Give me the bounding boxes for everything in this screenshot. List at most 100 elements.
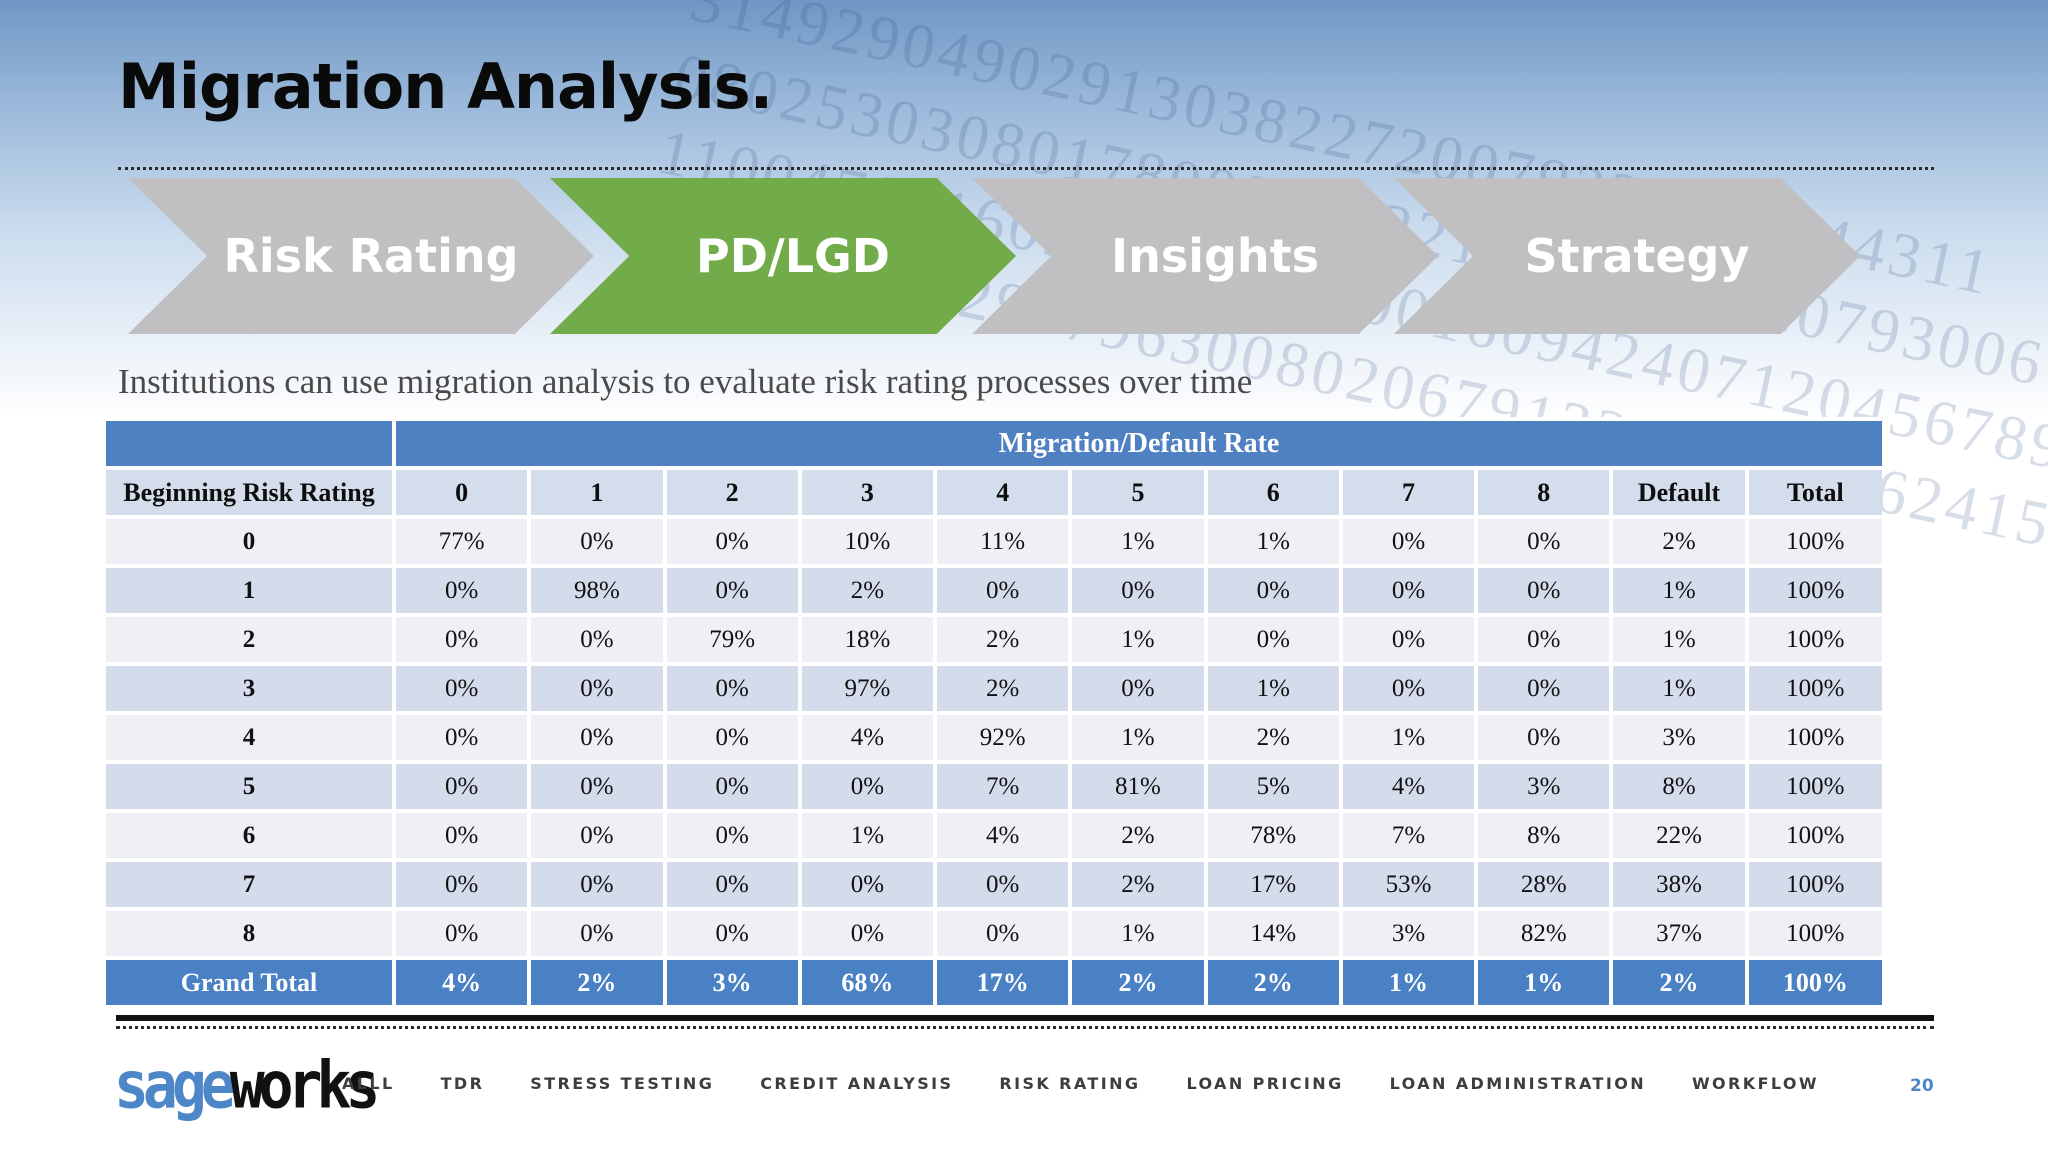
process-step-label: Insights (1110, 229, 1320, 283)
table-row: 6 0% 0% 0% 1% 4% 2% 78% 7% 8% 22% 100% (102, 809, 1882, 860)
grand-total-cell: 100% (1744, 956, 1882, 1005)
table-cell: 0% (1474, 711, 1613, 762)
table-cell: 0% (1338, 564, 1477, 615)
table-cell: 0% (1338, 613, 1477, 664)
grand-total-cell: 68% (797, 956, 936, 1005)
table-cell: 0% (527, 858, 665, 909)
grand-total-cell: 3% (662, 956, 800, 1005)
table-row: 2 0% 0% 79% 18% 2% 1% 0% 0% 0% 1% 100% (102, 613, 1882, 664)
table-cell: 0% (527, 907, 665, 958)
table-corner-cell (102, 417, 396, 468)
row-label: 3 (102, 662, 396, 713)
table-cell: 0% (797, 907, 936, 958)
table-cell: 81% (1068, 760, 1206, 811)
grand-total-cell: 1% (1474, 956, 1612, 1005)
footer-link-workflow[interactable]: WORKFLOW (1692, 1074, 1819, 1093)
table-cell: 2% (797, 564, 936, 615)
row-label: 6 (102, 809, 396, 860)
table-cell: 2% (1203, 711, 1341, 762)
table-cell: 1% (1068, 907, 1206, 958)
table-cell: 7% (933, 760, 1071, 811)
table-cell: 0% (662, 515, 800, 566)
table-cell: 0% (662, 858, 800, 909)
row-label: 5 (102, 760, 396, 811)
table-cell: 0% (527, 711, 665, 762)
table-cell: 3% (1338, 907, 1477, 958)
table-cell: 1% (1068, 613, 1206, 664)
column-header: 3 (797, 466, 936, 517)
table-cell: 0% (1338, 515, 1477, 566)
footer-link-loan-administration[interactable]: LOAN ADMINISTRATION (1389, 1074, 1646, 1093)
table-cell: 0% (1474, 564, 1613, 615)
dotted-divider-top (118, 167, 1934, 170)
row-header-label: Beginning Risk Rating (102, 466, 396, 517)
table-cell: 0% (662, 809, 800, 860)
table-cell: 5% (1203, 760, 1341, 811)
table-cell: 0% (662, 711, 800, 762)
table-cell: 79% (662, 613, 800, 664)
table-cell: 28% (1474, 858, 1613, 909)
table-cell: 0% (933, 907, 1071, 958)
table-cell: 100% (1744, 662, 1882, 713)
table-cell: 0% (391, 711, 530, 762)
table-cell: 0% (1068, 564, 1206, 615)
footer-link-credit-analysis[interactable]: CREDIT ANALYSIS (760, 1074, 954, 1093)
process-step-label: PD/LGD (696, 229, 890, 283)
column-header: 8 (1474, 466, 1613, 517)
table-cell: 1% (797, 809, 936, 860)
grand-total-cell: 1% (1338, 956, 1477, 1005)
table-cell: 0% (662, 564, 800, 615)
table-cell: 78% (1203, 809, 1341, 860)
dotted-divider-bottom (116, 1026, 1934, 1029)
row-label: 1 (102, 564, 396, 615)
table-cell: 77% (391, 515, 530, 566)
table-cell: 0% (1474, 662, 1613, 713)
page-number: 20 (1910, 1076, 1934, 1096)
column-header: 2 (662, 466, 800, 517)
grand-total-row: Grand Total 4% 2% 3% 68% 17% 2% 2% 1% 1% 2% 100% (102, 956, 1882, 1005)
row-label: 7 (102, 858, 396, 909)
table-cell: 0% (391, 907, 530, 958)
sageworks-logo: sageworks (114, 1046, 380, 1124)
table-cell: 0% (527, 613, 665, 664)
table-cell: 7% (1338, 809, 1477, 860)
table-cell: 18% (797, 613, 936, 664)
column-header: 4 (933, 466, 1071, 517)
table-cell: 0% (1068, 662, 1206, 713)
grand-total-cell: 17% (933, 956, 1071, 1005)
table-cell: 0% (527, 809, 665, 860)
column-header: 5 (1068, 466, 1206, 517)
table-cell: 100% (1744, 809, 1882, 860)
column-header: 1 (527, 466, 665, 517)
table-cell: 100% (1744, 711, 1882, 762)
footer-link-risk-rating[interactable]: RISK RATING (999, 1074, 1141, 1093)
row-label: 2 (102, 613, 396, 664)
grand-total-cell: 2% (1609, 956, 1747, 1005)
table-cell: 2% (933, 662, 1071, 713)
table-cell: 0% (391, 858, 530, 909)
footer-link-tdr[interactable]: TDR (440, 1074, 485, 1093)
table-cell: 0% (662, 662, 800, 713)
table-cell: 0% (391, 809, 530, 860)
table-cell: 3% (1474, 760, 1613, 811)
table-cell: 0% (933, 564, 1071, 615)
table-cell: 0% (391, 760, 530, 811)
page-title: Migration Analysis. (118, 50, 773, 123)
table-cell: 0% (1474, 515, 1613, 566)
footer-link-stress-testing[interactable]: STRESS TESTING (530, 1074, 715, 1093)
row-label: 8 (102, 907, 396, 958)
table-cell: 0% (933, 858, 1071, 909)
table-cell: 0% (1474, 613, 1613, 664)
table-cell: 98% (527, 564, 665, 615)
column-header: 7 (1338, 466, 1477, 517)
process-step-label: Risk Rating (223, 229, 519, 283)
table-row: 8 0% 0% 0% 0% 0% 1% 14% 3% 82% 37% 100% (102, 907, 1882, 958)
table-cell: 0% (1203, 613, 1341, 664)
table-cell: 0% (797, 760, 936, 811)
table-cell: 2% (1609, 515, 1749, 566)
table-cell: 82% (1474, 907, 1613, 958)
footer-link-loan-pricing[interactable]: LOAN PRICING (1186, 1074, 1344, 1093)
table-cell: 100% (1744, 858, 1882, 909)
footer-link-alll[interactable]: ALLL (342, 1074, 395, 1093)
table-cell: 8% (1474, 809, 1613, 860)
